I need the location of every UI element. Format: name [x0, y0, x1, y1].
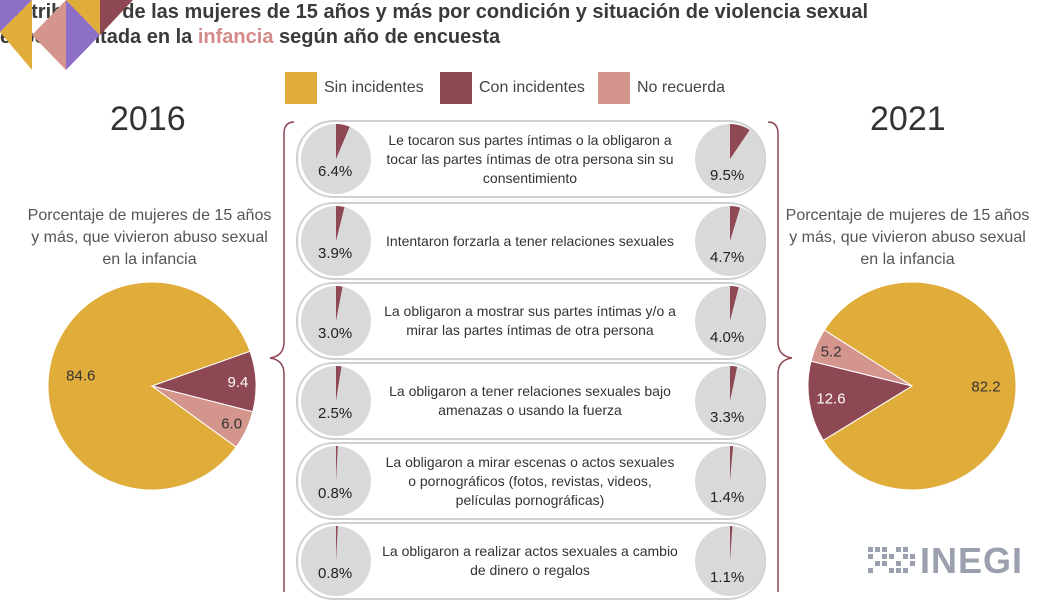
legend-item: Sin incidentes: [285, 72, 424, 104]
mini-value-2021: 9.5%: [710, 167, 745, 184]
mini-value-2021: 1.1%: [710, 569, 745, 586]
legend-label: No recuerda: [637, 79, 726, 96]
mini-pie: [301, 206, 371, 276]
title-highlight: infancia: [197, 26, 274, 48]
mini-value-2021: 3.3%: [710, 409, 745, 426]
inegi-logo: INEGI: [866, 540, 1023, 582]
violence-type-row: 0.8% La obligaron a realizar actos sexual…: [296, 522, 766, 600]
violence-type-label: La obligaron a mostrar sus partes íntima…: [384, 303, 676, 338]
mini-pie-slice: [730, 526, 733, 561]
right-pie-caption: Porcentaje de mujeres de 15 años y más, …: [785, 207, 1030, 268]
pie-chart-2021: 82.2 12.6 5.2: [807, 281, 1017, 491]
mini-pie: [695, 206, 765, 276]
mini-value-2021: 1.4%: [710, 489, 745, 506]
mini-pie-slice: [336, 366, 342, 401]
mini-value-2021: 4.0%: [710, 329, 745, 346]
mini-pie-slice: [336, 124, 350, 159]
decorative-triangles: [0, 0, 133, 70]
mini-pie: [695, 526, 765, 596]
legend-swatch: [440, 72, 472, 104]
mini-pie-slice: [730, 124, 750, 159]
mini-pie: [695, 124, 765, 194]
mini-value-2016: 3.0%: [318, 325, 353, 342]
mini-pie: [695, 286, 765, 356]
legend-label: Con incidentes: [479, 79, 585, 96]
mini-pie-slice: [336, 286, 343, 321]
mini-pie-slice: [336, 206, 345, 241]
violence-type-row: 6.4% Le tocaron sus partes íntimas o la o…: [296, 120, 766, 198]
violence-type-label: La obligaron a realizar actos sexuales a…: [382, 543, 678, 578]
mini-pie: [695, 366, 765, 436]
pie-value-label: 6.0: [221, 415, 242, 432]
pie-slice: [810, 329, 913, 387]
violence-type-row: 0.8% La obligaron a mirar escenas o actos…: [296, 442, 766, 520]
mini-value-2016: 0.8%: [318, 485, 353, 502]
legend-swatch: [285, 72, 317, 104]
left-brace: [269, 121, 295, 592]
violence-type-label: La obligaron a tener relaciones sexuales…: [389, 383, 671, 418]
violence-type-label: Le tocaron sus partes íntimas o la oblig…: [386, 131, 674, 186]
pie-chart-2016: 84.6 9.4 6.0: [47, 281, 257, 491]
legend-label: Sin incidentes: [324, 79, 424, 96]
legend-swatch: [598, 72, 630, 104]
mini-value-2021: 4.7%: [710, 249, 745, 266]
violence-type-row: 3.9% Intentaron forzarla a tener relacion…: [296, 202, 766, 280]
mini-value-2016: 6.4%: [318, 163, 353, 180]
pie-value-label: 9.4: [227, 374, 248, 391]
year-2021-label: 2021: [870, 100, 946, 138]
mini-pie-slice: [336, 526, 338, 561]
mini-pie-slice: [730, 446, 734, 481]
right-brace: [767, 121, 793, 592]
mini-pie: [301, 124, 371, 194]
inegi-logo-icon: [868, 547, 915, 573]
mini-pie: [301, 446, 371, 516]
violence-type-label: La obligaron a mirar escenas o actos sex…: [385, 453, 675, 508]
mini-pie: [301, 366, 371, 436]
pie-slice: [807, 360, 914, 442]
legend-item: No recuerda: [598, 72, 725, 104]
mini-pie: [301, 286, 371, 356]
pie-value-label: 84.6: [66, 368, 95, 385]
mini-pie-slice: [730, 286, 739, 321]
mini-pie-slice: [336, 446, 338, 481]
pie-slice: [151, 385, 254, 448]
mini-pie-slice: [730, 366, 738, 401]
pie-value-label: 12.6: [816, 391, 845, 408]
violence-type-label: Intentaron forzarla a tener relaciones s…: [386, 232, 674, 249]
left-pie-caption: Porcentaje de mujeres de 15 años y más, …: [27, 207, 272, 268]
inegi-logo-text: INEGI: [920, 540, 1024, 581]
pie-value-label: 5.2: [821, 343, 842, 360]
mini-pie: [301, 526, 371, 596]
mini-value-2016: 0.8%: [318, 565, 353, 582]
year-2016-label: 2016: [110, 100, 186, 138]
pie-value-label: 82.2: [971, 379, 1000, 396]
pie-slice: [822, 281, 1017, 491]
violence-type-row: 2.5% La obligaron a tener relaciones sexu…: [296, 362, 766, 440]
mini-pie-slice: [730, 206, 741, 241]
pie-slice: [47, 281, 251, 491]
mini-pie: [695, 446, 765, 516]
mini-value-2016: 3.9%: [318, 245, 353, 262]
mini-value-2016: 2.5%: [318, 405, 353, 422]
violence-type-row: 3.0% La obligaron a mostrar sus partes ín…: [296, 282, 766, 360]
legend-item: Con incidentes: [440, 72, 585, 104]
